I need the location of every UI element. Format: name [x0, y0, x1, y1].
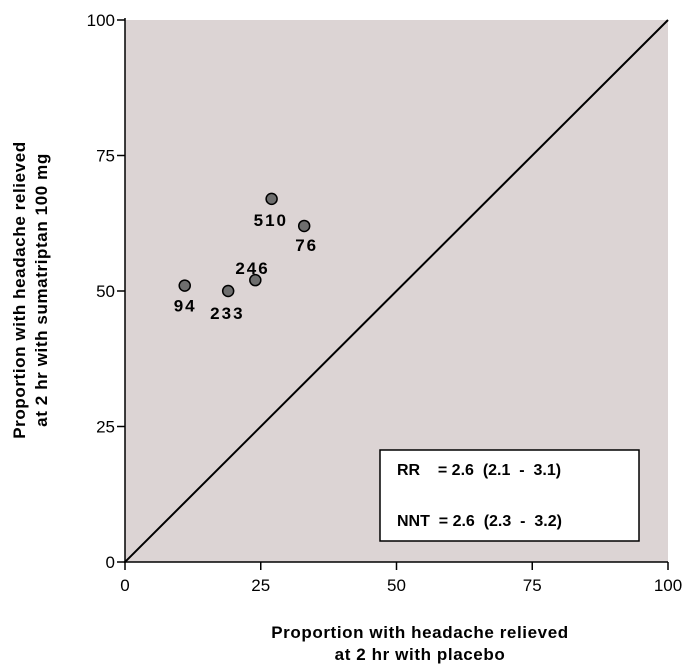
x-axis-ticks: 0 25 50 75 100	[120, 562, 682, 595]
identity-line	[124, 19, 669, 563]
y-tick-label: 0	[106, 553, 115, 572]
point-label: 246	[235, 259, 269, 278]
y-tick-label: 50	[96, 282, 115, 301]
point-label: 510	[254, 211, 288, 230]
stats-nnt: NNT = 2.6 (2.3 - 3.2)	[397, 513, 562, 530]
y-tick-label: 25	[96, 418, 115, 437]
data-point	[297, 219, 311, 233]
data-point	[265, 192, 278, 206]
x-tick-label: 100	[654, 576, 682, 595]
y-tick-label: 100	[87, 11, 115, 30]
data-point	[249, 273, 262, 287]
x-tick-label: 0	[120, 576, 129, 595]
x-axis-title-line1: Proportion with headache relieved	[271, 623, 569, 642]
y-tick-label: 75	[96, 147, 115, 166]
x-tick-label: 50	[387, 576, 406, 595]
data-point	[221, 284, 235, 298]
x-tick-label: 75	[523, 576, 542, 595]
stats-rr: RR = 2.6 (2.1 - 3.1)	[397, 462, 561, 479]
y-axis-title-line1: Proportion with headache relieved	[10, 141, 29, 439]
point-label: 233	[210, 304, 244, 323]
data-point	[178, 279, 191, 292]
stats-box-frame	[379, 449, 640, 542]
y-axis-title-line2: at 2 hr with sumatriptan 100 mg	[32, 153, 51, 427]
y-axis-ticks: 0 25 50 75 100	[87, 11, 125, 572]
data-points: 94 233 246 510 76	[174, 192, 318, 323]
point-label: 94	[174, 297, 197, 316]
stats-box: RR = 2.6 (2.1 - 3.1) NNT = 2.6 (2.3 - 3.…	[379, 449, 640, 542]
point-label: 76	[295, 236, 318, 255]
x-axis-title-line2: at 2 hr with placebo	[335, 645, 506, 664]
x-tick-label: 25	[251, 576, 270, 595]
